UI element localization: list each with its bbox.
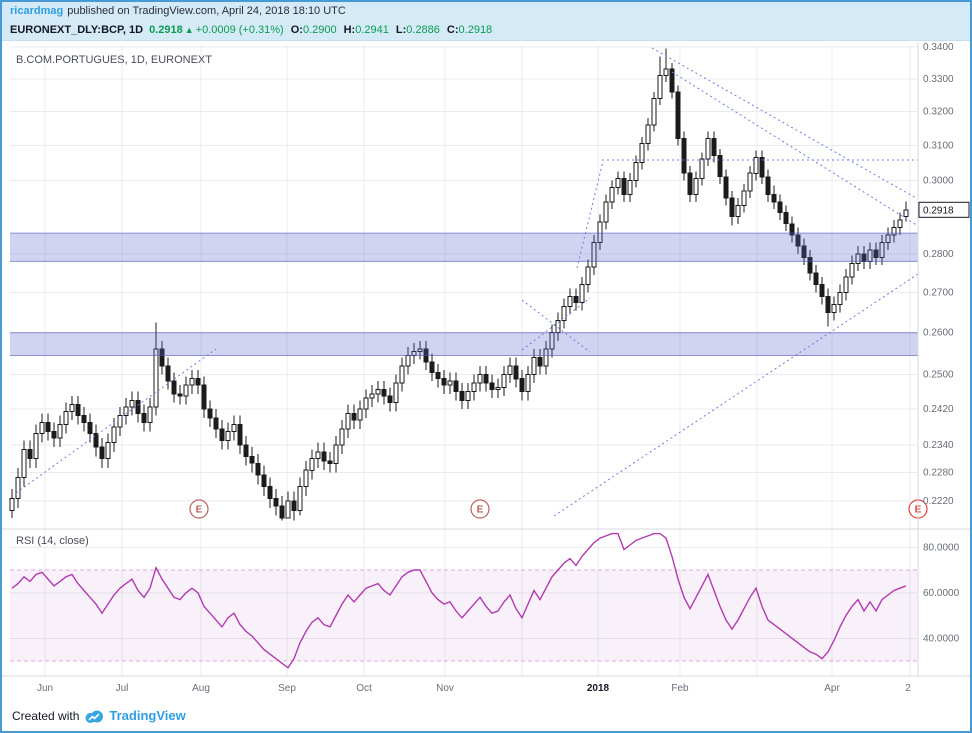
svg-text:0.2600: 0.2600 xyxy=(923,328,954,339)
svg-text:60.0000: 60.0000 xyxy=(923,588,960,599)
svg-text:0.2280: 0.2280 xyxy=(923,468,954,479)
svg-text:0.3400: 0.3400 xyxy=(923,42,954,53)
trendline xyxy=(521,297,591,351)
svg-text:0.2918: 0.2918 xyxy=(923,205,954,216)
low-label: L: xyxy=(395,24,407,36)
close-label: C: xyxy=(446,24,459,36)
trendline xyxy=(651,47,917,199)
price-axis[interactable]: 0.3400 0.3300 0.3200 0.3100 0.3000 0.2800 0.27… xyxy=(923,42,960,644)
earnings-marker[interactable]: E xyxy=(189,499,209,519)
svg-text:Sep: Sep xyxy=(278,683,296,694)
trendline xyxy=(521,299,591,353)
svg-text:0.3300: 0.3300 xyxy=(923,74,954,85)
price-zones xyxy=(10,232,918,356)
grid-layer xyxy=(10,45,918,676)
svg-text:0.2340: 0.2340 xyxy=(923,440,954,451)
price-chart[interactable]: EEE0.34000.33000.32000.31000.30000.28000… xyxy=(2,40,972,700)
svg-text:2: 2 xyxy=(905,683,911,694)
svg-text:0.3200: 0.3200 xyxy=(923,107,954,118)
svg-text:0.2220: 0.2220 xyxy=(923,496,954,507)
svg-text:Jun: Jun xyxy=(37,683,53,694)
trendline xyxy=(576,160,604,269)
up-arrow-icon: ▲ xyxy=(184,25,194,35)
rsi-pane xyxy=(10,532,918,669)
author-link[interactable]: ricardmag xyxy=(10,5,64,17)
svg-text:0.3000: 0.3000 xyxy=(923,175,954,186)
symbol-info-row: EURONEXT_DLY:BCP, 1D 0.2918 ▲ +0.0009 (+0.3… xyxy=(2,21,970,40)
svg-text:Aug: Aug xyxy=(192,683,210,694)
svg-text:80.0000: 80.0000 xyxy=(923,542,960,553)
trendline xyxy=(15,348,217,494)
svg-text:Feb: Feb xyxy=(671,683,689,694)
earnings-marker[interactable]: E xyxy=(470,499,490,519)
rsi-legend: RSI (14, close) xyxy=(16,535,89,547)
svg-text:0.3100: 0.3100 xyxy=(923,140,954,151)
svg-text:0.2700: 0.2700 xyxy=(923,288,954,299)
svg-text:0.2800: 0.2800 xyxy=(923,249,954,260)
created-with-text: Created with xyxy=(12,708,80,723)
trendline xyxy=(553,273,919,517)
svg-text:E: E xyxy=(196,505,203,516)
header: ricardmag published on TradingView.com, A… xyxy=(2,2,970,41)
last-price: 0.2918 xyxy=(149,24,183,36)
svg-text:0.2420: 0.2420 xyxy=(923,404,954,415)
close-value: 0.2918 xyxy=(458,24,493,36)
high-label: H: xyxy=(343,24,356,36)
trendline xyxy=(671,71,919,227)
tradingview-logo-icon[interactable] xyxy=(84,708,104,724)
current-price-label: 0.2918 xyxy=(918,201,970,218)
footer: Created with TradingView xyxy=(2,700,970,731)
publish-text: published on TradingView.com, April 24, … xyxy=(67,5,346,17)
time-axis[interactable]: Jun Jul Aug Sep Oct Nov 2018 Feb Apr 2 xyxy=(37,683,911,694)
open-label: O: xyxy=(290,24,303,36)
svg-text:40.0000: 40.0000 xyxy=(923,633,960,644)
svg-text:Nov: Nov xyxy=(436,683,454,694)
svg-text:Jul: Jul xyxy=(116,683,129,694)
svg-text:2018: 2018 xyxy=(587,683,610,694)
rsi-line xyxy=(11,532,907,669)
axis-frame xyxy=(2,42,970,677)
chart-legend: B.COM.PORTUGUES, 1D, EURONEXT xyxy=(16,54,212,66)
low-value: 0.2886 xyxy=(406,24,440,36)
publish-info-row: ricardmag published on TradingView.com, A… xyxy=(2,2,970,21)
tradingview-brand-link[interactable]: TradingView xyxy=(109,708,186,723)
open-value: 0.2900 xyxy=(302,24,337,36)
svg-text:Apr: Apr xyxy=(824,683,840,694)
svg-text:E: E xyxy=(477,505,484,516)
svg-text:Oct: Oct xyxy=(356,683,372,694)
change-value: +0.0009 (+0.31%) xyxy=(195,24,284,36)
svg-text:0.2500: 0.2500 xyxy=(923,369,954,380)
trendline-drawings[interactable] xyxy=(15,47,919,517)
candles-layer xyxy=(9,48,909,521)
high-value: 0.2941 xyxy=(355,24,389,36)
symbol-title: EURONEXT_DLY:BCP, 1D xyxy=(10,24,144,36)
